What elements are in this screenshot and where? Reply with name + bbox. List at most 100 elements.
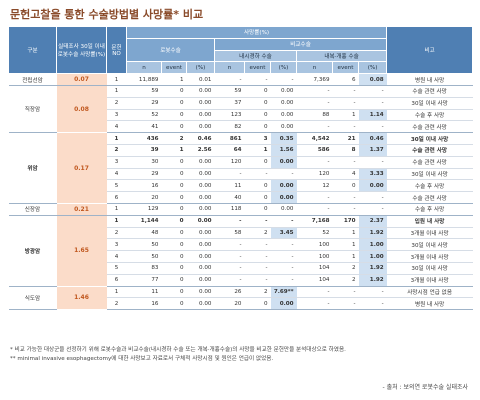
- table-cell: -: [358, 97, 387, 110]
- table-cell: 0.00: [186, 109, 215, 122]
- table-cell: 0: [161, 262, 187, 275]
- table-cell: 5: [106, 262, 127, 275]
- table-cell: 0.00: [270, 179, 297, 193]
- table-cell: 0.00: [186, 120, 215, 134]
- note-cell: 수술 관련 사망: [386, 191, 473, 204]
- table-cell: 1: [332, 250, 359, 263]
- table-cell: -: [270, 168, 297, 181]
- group-label: 전립선암: [8, 73, 57, 86]
- table-cell: 1: [106, 132, 127, 145]
- table-row: 3 30 0 0.00 120 0 0.00- - - 수술 관련 사망: [9, 156, 473, 169]
- table-cell: 5: [106, 179, 127, 193]
- table-cell: -: [358, 120, 387, 134]
- table-row: 4 29 0 0.00- - -120 4 3.33 30일 이내 사망: [9, 168, 473, 181]
- table-cell: 0: [244, 109, 271, 122]
- table-cell: -: [296, 156, 333, 169]
- table-cell: 8: [332, 144, 359, 157]
- table-cell: -: [358, 286, 387, 299]
- table-cell: 1.92: [358, 227, 387, 240]
- table-cell: 123: [214, 109, 245, 122]
- table-cell: 1: [106, 73, 127, 86]
- header-cell: (%): [186, 61, 215, 75]
- table-cell: 2: [161, 132, 187, 145]
- table-cell: 0.00: [186, 215, 215, 228]
- note-cell: 수술 후 사망: [386, 109, 473, 122]
- table-cell: 59: [126, 85, 162, 98]
- table-cell: 29: [126, 168, 162, 181]
- table-cell: 2: [332, 274, 359, 287]
- table-cell: 1.14: [358, 109, 387, 122]
- table-cell: 2: [244, 227, 271, 240]
- table-cell: 0.00: [186, 262, 215, 275]
- table-cell: 7,369: [296, 73, 333, 86]
- table-cell: 0: [161, 238, 187, 252]
- header-cell: 구분: [8, 25, 57, 75]
- table-cell: -: [332, 120, 359, 134]
- header-row: n event (%) n event (%) n event (%): [9, 61, 473, 75]
- note-cell: 수술 관련 사망: [386, 120, 473, 134]
- source: - 출처 : 보의연 로봇수술 실태조사: [382, 384, 468, 391]
- note-cell: 30일 이내 사망: [386, 238, 473, 252]
- table-cell: 0.00: [270, 156, 297, 169]
- table-cell: 0.01: [186, 73, 215, 86]
- table-cell: 436: [126, 132, 162, 145]
- table-row: 식도암 1.46 1 11 0 0.00 26 2 7.69** - - - 사망시점 언급 없음: [8, 286, 473, 311]
- table-cell: 0: [332, 179, 359, 193]
- table-cell: 20: [126, 191, 162, 204]
- table-cell: -: [244, 215, 271, 228]
- survey-rate: 1.46: [56, 286, 107, 311]
- table-cell: 29: [126, 97, 162, 110]
- note-cell: 병원 내 사망: [386, 297, 473, 311]
- table-header: 구분 실태조사 30일 이내 로봇수술 사망률(%) 문헌 NO 사망률(%) …: [8, 25, 474, 75]
- table-cell: 120: [214, 156, 245, 169]
- table-cell: 1.56: [270, 144, 297, 157]
- table-cell: 0: [244, 203, 271, 216]
- table-cell: 1,144: [126, 215, 162, 228]
- table-cell: 26: [214, 286, 245, 299]
- table-cell: -: [358, 85, 387, 98]
- table-cell: 4,542: [296, 132, 333, 145]
- header-cell: event: [244, 61, 271, 75]
- note-cell: 30일 이내 사망: [386, 132, 473, 145]
- group-label: 위암: [8, 132, 57, 204]
- table-cell: -: [214, 262, 245, 275]
- header-cell: 비고: [386, 25, 474, 75]
- note-cell: 수술 관련 사망: [386, 144, 473, 157]
- table-cell: 6: [106, 191, 127, 204]
- table-cell: -: [358, 156, 387, 169]
- table-cell: -: [358, 203, 387, 216]
- table-row: 6 20 0 0.00 40 0 0.00- - - 수술 관련 사망: [9, 191, 473, 204]
- table-cell: 3: [106, 238, 127, 252]
- table-cell: -: [244, 274, 271, 287]
- table-cell: 0: [161, 215, 187, 228]
- table-cell: 0.35: [270, 132, 297, 145]
- header-cell: event: [161, 61, 187, 75]
- note-cell: 30일 이내 사망: [386, 262, 473, 275]
- table-cell: 0.00: [270, 203, 297, 216]
- table-row: 2 16 0 0.00 20 0 0.00- - - 병원 내 사망: [9, 297, 473, 311]
- table-cell: 0.00: [358, 179, 387, 193]
- table-row: 4 41 0 0.00 82 0 0.00- - - 수술 관련 사망: [9, 120, 473, 134]
- note-cell: 3개월 이내 사망: [386, 274, 473, 287]
- table-row: 5 83 0 0.00- - -104 2 1.92 30일 이내 사망: [9, 262, 473, 275]
- table-cell: 100: [296, 250, 333, 263]
- header-cell: n: [296, 61, 333, 75]
- table-cell: 21: [332, 132, 359, 145]
- table-cell: 1: [106, 85, 127, 98]
- table-cell: 0.00: [270, 191, 297, 204]
- table-cell: 0: [244, 120, 271, 134]
- table-row: 2 48 0 0.00 58 2 3.45 52 1 1.92 3개월 이내 사망: [9, 227, 473, 240]
- table-cell: -: [270, 238, 297, 252]
- footnotes: * 비교 가능한 대상군을 선정하기 위해 로봇수술과 비교수술(내시경하 수술…: [10, 346, 472, 364]
- group-label: 방광암: [8, 215, 57, 287]
- table-cell: 7.69**: [270, 286, 297, 299]
- table-cell: 52: [296, 227, 333, 240]
- table-cell: 3: [106, 156, 127, 169]
- table-cell: -: [332, 156, 359, 169]
- table-cell: 16: [126, 297, 162, 311]
- table-cell: 30: [126, 156, 162, 169]
- table-cell: 1.00: [358, 250, 387, 263]
- table-cell: 0: [161, 85, 187, 98]
- table-cell: 1: [161, 144, 187, 157]
- table-cell: -: [358, 191, 387, 204]
